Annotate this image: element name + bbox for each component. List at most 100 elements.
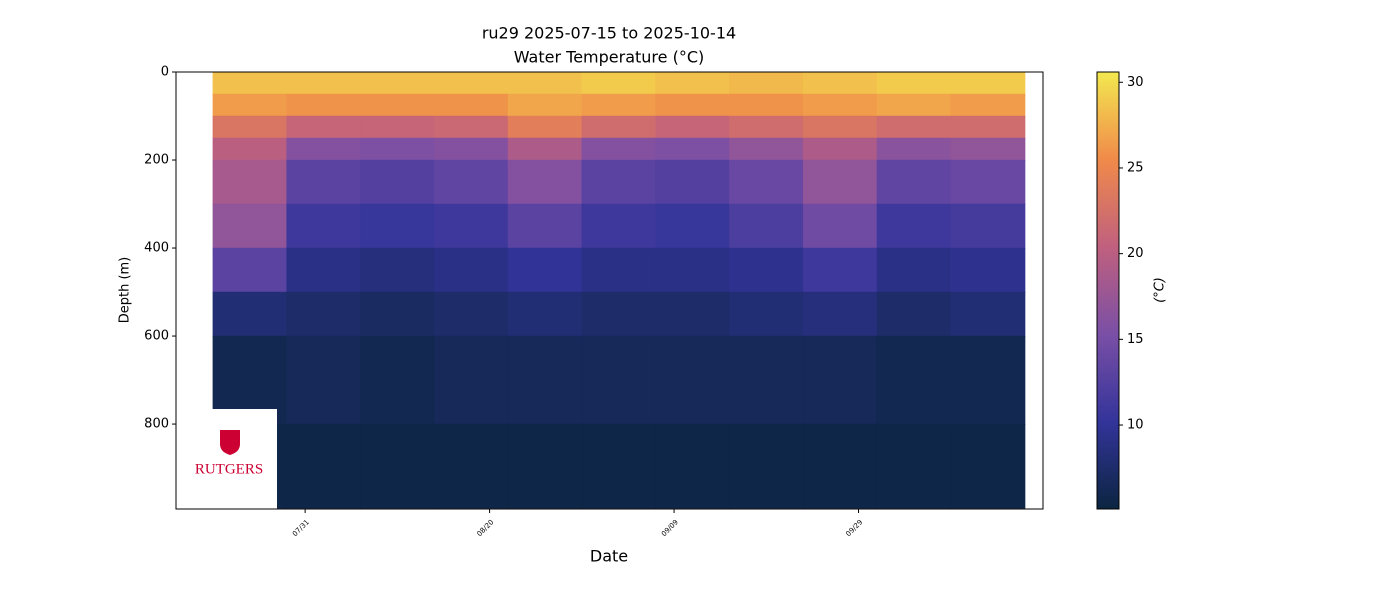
heatmap-cell [360, 203, 436, 249]
heatmap-cell [729, 291, 804, 337]
colorbar-tick-label: 10 [1127, 418, 1144, 433]
x-axis-label: Date [590, 547, 628, 566]
heatmap-cell [729, 203, 804, 249]
heatmap-cell [434, 93, 509, 117]
y-axis-label: Depth (m) [118, 257, 133, 324]
heatmap-cell [876, 137, 952, 161]
heatmap-cell [360, 247, 436, 293]
heatmap-cell [581, 137, 657, 161]
heatmap-cell [729, 335, 804, 425]
heatmap-cell [434, 71, 509, 95]
colorbar-tick-label: 15 [1127, 332, 1144, 347]
heatmap-cell [360, 71, 436, 95]
colorbar-label: (°C) [1153, 277, 1168, 303]
heatmap-cell [286, 115, 362, 139]
heatmap-cell [802, 335, 878, 425]
heatmap-cell [581, 291, 657, 337]
heatmap-cell [581, 423, 657, 509]
heatmap-cell [360, 423, 436, 509]
heatmap-cell [729, 137, 804, 161]
heatmap-cell [802, 423, 878, 509]
heatmap-cell [286, 291, 362, 337]
colorbar [1096, 71, 1120, 510]
heatmap-cell [655, 115, 731, 139]
heatmap-cell [507, 291, 583, 337]
heatmap-cell [655, 93, 731, 117]
heatmap-cell [286, 423, 362, 509]
plot-frame [175, 71, 1044, 510]
heatmap-cell [876, 203, 952, 249]
heatmap-cell [802, 93, 878, 117]
heatmap-cell [655, 159, 731, 205]
heatmap-cell [286, 71, 362, 95]
heatmap-cell [802, 203, 878, 249]
heatmap-cell [655, 291, 731, 337]
heatmap-cell [286, 137, 362, 161]
heatmap-cell [212, 71, 288, 95]
heatmap-cell [802, 71, 878, 95]
heatmap-cell [507, 335, 583, 425]
heatmap-cell [876, 115, 952, 139]
logo-background [212, 409, 277, 509]
chart-subtitle: Water Temperature (°C) [514, 48, 704, 67]
logo-shield [220, 430, 240, 455]
heatmap-cell [950, 291, 1026, 337]
colorbar-tick-label: 30 [1127, 75, 1144, 90]
x-tick-label: 07/31 [291, 518, 311, 538]
heatmap-cell [802, 247, 878, 293]
heatmap-cell [876, 247, 952, 293]
heatmap-cell [212, 159, 288, 205]
heatmap-cell [950, 335, 1026, 425]
heatmap-cell [434, 203, 509, 249]
heatmap-cell [655, 423, 731, 509]
heatmap-cell [360, 291, 436, 337]
chart-title: ru29 2025-07-15 to 2025-10-14 [482, 24, 736, 43]
heatmap-cell [876, 93, 952, 117]
heatmap-cell [212, 291, 288, 337]
heatmap-cell [876, 159, 952, 205]
heatmap-cell [729, 423, 804, 509]
heatmap-cell [286, 247, 362, 293]
heatmap-cell [581, 335, 657, 425]
heatmap-cell [802, 115, 878, 139]
heatmap-cell [360, 115, 436, 139]
heatmap-cell [581, 159, 657, 205]
heatmap-cell [729, 115, 804, 139]
y-tick-label: 200 [144, 153, 169, 168]
heatmap-cell [212, 115, 288, 139]
heatmap-cell [507, 71, 583, 95]
heatmap-cell [286, 159, 362, 205]
heatmap-cell [434, 247, 509, 293]
heatmap-cell [286, 335, 362, 425]
logo: RUTGERS [195, 409, 277, 509]
heatmap-cell [286, 203, 362, 249]
heatmap-cell [950, 423, 1026, 509]
heatmap [212, 71, 1026, 509]
heatmap-cell [434, 159, 509, 205]
heatmap-cell [212, 247, 288, 293]
heatmap-cell [581, 71, 657, 95]
heatmap-cell [360, 137, 436, 161]
heatmap-cell [655, 137, 731, 161]
heatmap-cell [950, 115, 1026, 139]
heatmap-cell [581, 203, 657, 249]
heatmap-cell [950, 247, 1026, 293]
heatmap-cell [507, 203, 583, 249]
x-tick-label: 09/29 [844, 518, 864, 538]
heatmap-cell [507, 93, 583, 117]
heatmap-cell [950, 93, 1026, 117]
heatmap-cell [360, 159, 436, 205]
heatmap-cell [729, 71, 804, 95]
heatmap-cell [507, 159, 583, 205]
heatmap-cell [360, 93, 436, 117]
heatmap-cell [507, 247, 583, 293]
y-tick-label: 800 [144, 417, 169, 432]
colorbar-tick-label: 20 [1127, 246, 1144, 261]
heatmap-cell [507, 137, 583, 161]
y-tick-label: 0 [161, 65, 169, 80]
heatmap-cell [212, 93, 288, 117]
heatmap-cell [212, 137, 288, 161]
heatmap-cell [729, 93, 804, 117]
heatmap-cell [802, 137, 878, 161]
heatmap-cell [655, 247, 731, 293]
